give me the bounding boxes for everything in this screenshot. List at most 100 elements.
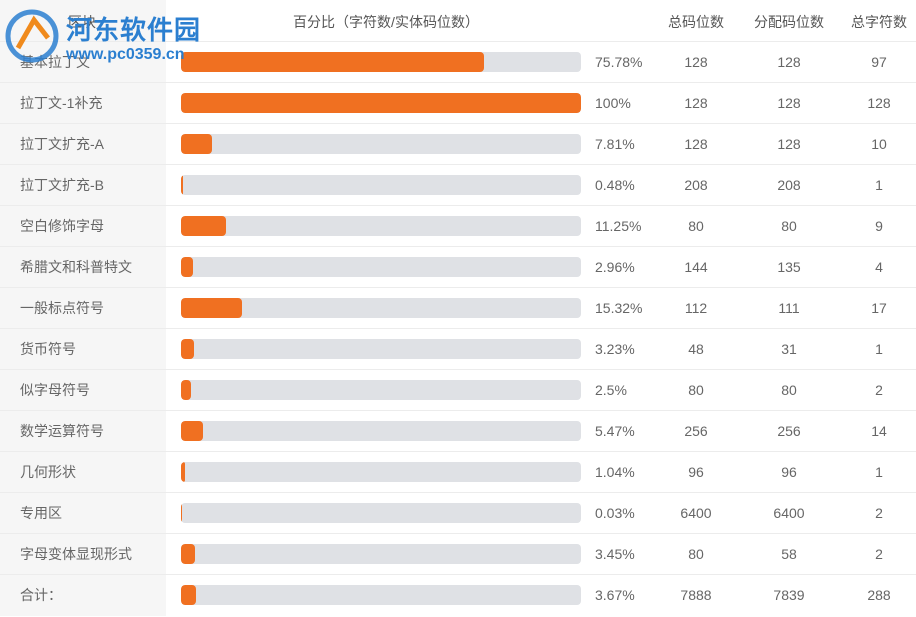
block-name: 数学运算符号 [20,423,104,439]
bar-fill [181,462,186,482]
watermark: 河东软件园 www.pc0359.cn [4,8,200,71]
block-name: 拉丁文-1补充 [20,95,103,111]
block-name: 字母变体显现形式 [20,546,132,562]
char-count: 1 [875,464,883,480]
total-codes: 144 [684,259,708,275]
bar-track [181,421,581,441]
row-separator [0,205,916,206]
block-name: 空白修饰字母 [20,218,104,234]
total-codes: 256 [684,423,708,439]
percent-label: 3.67% [595,587,635,603]
bar-fill [181,544,195,564]
bar-fill [181,339,194,359]
block-name: 几何形状 [20,464,76,480]
percent-label: 100% [595,95,631,111]
bar-fill [181,380,191,400]
row-separator [0,328,916,329]
char-count: 1 [875,177,883,193]
char-count: 288 [867,587,891,603]
bar-track [181,52,581,72]
bar-track [181,298,581,318]
total-codes: 112 [684,300,708,316]
total-codes: 80 [688,382,704,398]
total-codes: 96 [688,464,704,480]
total-codes: 128 [684,136,708,152]
percent-label: 2.5% [595,382,627,398]
assigned-codes: 80 [781,218,797,234]
bar-track [181,134,581,154]
bar-track [181,257,581,277]
total-codes: 48 [688,341,704,357]
row-separator [0,533,916,534]
char-count: 2 [875,546,883,562]
percent-label: 1.04% [595,464,635,480]
assigned-codes: 208 [777,177,801,193]
total-codes: 128 [684,54,708,70]
assigned-codes: 6400 [773,505,805,521]
header-cell: 总码位数 [668,14,724,30]
assigned-codes: 96 [781,464,797,480]
char-count: 2 [875,382,883,398]
percent-label: 75.78% [595,54,643,70]
row-separator [0,41,916,42]
char-count: 1 [875,341,883,357]
assigned-codes: 128 [777,95,801,111]
percent-label: 0.03% [595,505,635,521]
assigned-codes: 58 [781,546,797,562]
row-separator [0,451,916,452]
char-count: 9 [875,218,883,234]
percent-label: 5.47% [595,423,635,439]
percent-label: 11.25% [595,218,642,234]
row-separator [0,410,916,411]
assigned-codes: 31 [781,341,797,357]
total-codes: 6400 [680,505,712,521]
row-separator [0,123,916,124]
assigned-codes: 128 [777,54,801,70]
total-codes: 128 [684,95,708,111]
bar-track [181,216,581,236]
block-name: 希腊文和科普特文 [20,259,132,275]
bar-track [181,380,581,400]
assigned-codes: 256 [777,423,801,439]
percent-label: 3.23% [595,341,635,357]
block-name: 拉丁文扩充-A [20,136,104,152]
bar-fill [181,175,183,195]
block-name: 似字母符号 [20,382,90,398]
assigned-codes: 135 [777,259,801,275]
bar-fill [181,93,581,113]
block-name: 一般标点符号 [20,300,104,316]
header-cell: 总字符数 [851,14,907,30]
watermark-url: www.pc0359.cn [66,46,185,63]
bar-fill [181,421,203,441]
total-codes: 208 [684,177,708,193]
header-cell: 区块 [68,14,96,30]
total-codes: 80 [688,546,704,562]
bar-fill [181,585,196,605]
char-count: 14 [871,423,887,439]
char-count: 2 [875,505,883,521]
assigned-codes: 80 [781,382,797,398]
bar-fill [181,257,193,277]
percent-label: 15.32% [595,300,643,316]
bar-track [181,175,581,195]
block-name: 合计： [20,587,62,603]
row-separator [0,492,916,493]
header-cell: 分配码位数 [754,14,824,30]
row-separator [0,82,916,83]
assigned-codes: 7839 [773,587,805,603]
block-name: 拉丁文扩充-B [20,177,104,193]
total-codes: 7888 [680,587,712,603]
row-separator [0,246,916,247]
char-count: 4 [875,259,883,275]
bar-track [181,462,581,482]
watermark-logo [5,9,59,63]
bar-track [181,585,581,605]
bar-fill [181,134,213,154]
char-count: 17 [871,300,887,316]
bar-fill [181,216,226,236]
bar-track [181,339,581,359]
header-cell: 百分比（字符数/实体码位数） [293,14,479,30]
row-separator [0,369,916,370]
row-separator [0,287,916,288]
